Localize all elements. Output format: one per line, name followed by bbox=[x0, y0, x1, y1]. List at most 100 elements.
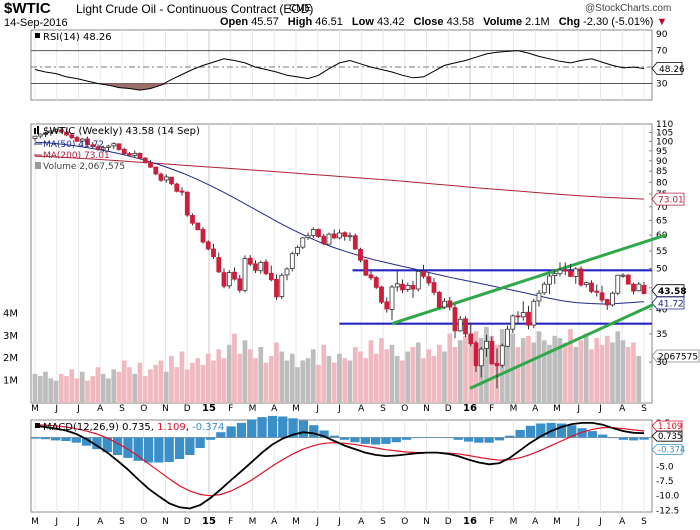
candle-down bbox=[625, 274, 631, 285]
candle-up bbox=[547, 275, 552, 285]
volume-bar bbox=[205, 353, 211, 403]
candle-down bbox=[137, 152, 143, 159]
x-axis-label-bottom: 16 bbox=[463, 516, 477, 527]
volume-bar bbox=[179, 351, 185, 403]
x-axis-label: J bbox=[598, 404, 602, 414]
candle-down bbox=[253, 263, 258, 271]
rsi-legend: RSI(14) 48.26 bbox=[43, 32, 112, 43]
volume-bar bbox=[526, 335, 531, 403]
candle-down bbox=[431, 282, 437, 293]
candle-down bbox=[331, 233, 337, 239]
candle-down bbox=[237, 278, 243, 291]
macd-histogram-bar bbox=[505, 435, 515, 438]
candle-up bbox=[100, 147, 106, 150]
x-axis-label-bottom: M bbox=[510, 517, 518, 527]
candle-up bbox=[106, 145, 111, 148]
low-value: 43.42 bbox=[376, 16, 405, 28]
stockcharts-credit: @StockCharts.com bbox=[585, 3, 672, 14]
volume-bar bbox=[363, 358, 369, 403]
candle-down bbox=[631, 283, 636, 292]
volume-bar bbox=[468, 342, 474, 403]
x-axis-label: N bbox=[162, 404, 169, 414]
volume-bar bbox=[405, 351, 411, 403]
volume-bar bbox=[95, 367, 101, 403]
macd-histogram-bar bbox=[484, 437, 494, 443]
channel-line-upper bbox=[391, 233, 667, 326]
macd-hist-last-value: -0.374 bbox=[658, 446, 685, 456]
volume-bar bbox=[326, 356, 332, 403]
candle-up bbox=[620, 274, 626, 277]
macd-histogram-bar bbox=[123, 437, 133, 458]
volume-bar bbox=[631, 342, 636, 403]
volume-bar bbox=[247, 349, 253, 403]
volume-bar bbox=[625, 347, 631, 403]
volume-bar bbox=[552, 335, 558, 403]
candle-down bbox=[352, 235, 358, 250]
volume-bar bbox=[426, 349, 432, 403]
volume-last-value: 2067575 bbox=[658, 352, 698, 362]
rsi-last-value: 48.26 bbox=[659, 65, 685, 75]
close-value: 43.58 bbox=[446, 16, 475, 28]
macd-panel-frame bbox=[30, 419, 653, 513]
price-axis-tick: 50 bbox=[656, 264, 668, 274]
candle-up bbox=[37, 133, 43, 137]
volume-bar bbox=[142, 376, 148, 403]
candle-down bbox=[358, 248, 363, 261]
candle-down bbox=[578, 268, 584, 286]
price-axis-tick: 65 bbox=[656, 216, 667, 226]
candle-down bbox=[216, 257, 222, 273]
macd-histogram-bar bbox=[350, 437, 360, 443]
candle-up bbox=[389, 286, 395, 310]
volume-bar bbox=[599, 344, 605, 403]
macd-histogram-bar bbox=[185, 437, 195, 455]
volume-bar bbox=[132, 373, 138, 403]
candle-up bbox=[226, 272, 232, 287]
high-label: High bbox=[287, 16, 313, 28]
candle-up bbox=[258, 261, 264, 272]
candle-down bbox=[127, 153, 132, 156]
x-axis-label: J bbox=[337, 404, 341, 414]
candle-up bbox=[636, 283, 642, 292]
candle-up bbox=[300, 237, 306, 248]
candle-down bbox=[447, 300, 453, 308]
macd-histogram-bar bbox=[401, 437, 412, 440]
candle-up bbox=[163, 176, 169, 181]
x-axis-label: 15 bbox=[202, 403, 216, 414]
x-axis-label-bottom: J bbox=[54, 517, 58, 527]
volume-bar bbox=[174, 367, 180, 403]
volume-bar bbox=[368, 340, 374, 403]
price-last-value: 43.58 bbox=[658, 287, 686, 297]
volume-bar bbox=[116, 371, 122, 403]
macd-histogram-bar bbox=[288, 418, 298, 438]
x-axis-label-bottom: A bbox=[271, 517, 278, 527]
candle-down bbox=[211, 248, 216, 258]
x-axis-label: M bbox=[292, 404, 300, 414]
volume-bar bbox=[111, 369, 117, 403]
volume-bar bbox=[515, 347, 521, 403]
candle-up bbox=[478, 348, 484, 367]
rsi-line bbox=[34, 50, 645, 91]
macd-histogram-bar bbox=[71, 437, 81, 443]
volume-bar bbox=[53, 380, 59, 403]
x-axis-labels: M J J A S O N D 15 F M A M J J A S O N D 16 F M A M J J A S M J J A S O N D 1… bbox=[31, 403, 647, 527]
x-axis-label: M bbox=[510, 404, 518, 414]
macd-histogram-bar bbox=[205, 437, 216, 440]
volume-bar bbox=[221, 358, 227, 403]
volume-bar bbox=[279, 351, 285, 403]
x-axis-label-bottom: A bbox=[358, 517, 365, 527]
candle-up bbox=[484, 340, 489, 349]
candle-down bbox=[489, 340, 495, 365]
volume-bar bbox=[636, 356, 642, 403]
macd-histogram-bar bbox=[257, 417, 267, 438]
macd-histogram-bar bbox=[556, 423, 567, 438]
volume-bar bbox=[421, 358, 426, 403]
price-legend-swatch bbox=[37, 126, 39, 134]
close-label: Close bbox=[413, 16, 444, 28]
macd-histogram-bar bbox=[309, 425, 319, 438]
macd-histogram-bar bbox=[319, 430, 329, 438]
x-axis-label: D bbox=[184, 404, 191, 414]
candle-down bbox=[268, 272, 274, 281]
x-axis-label-bottom: D bbox=[445, 517, 452, 527]
candle-down bbox=[410, 284, 416, 290]
